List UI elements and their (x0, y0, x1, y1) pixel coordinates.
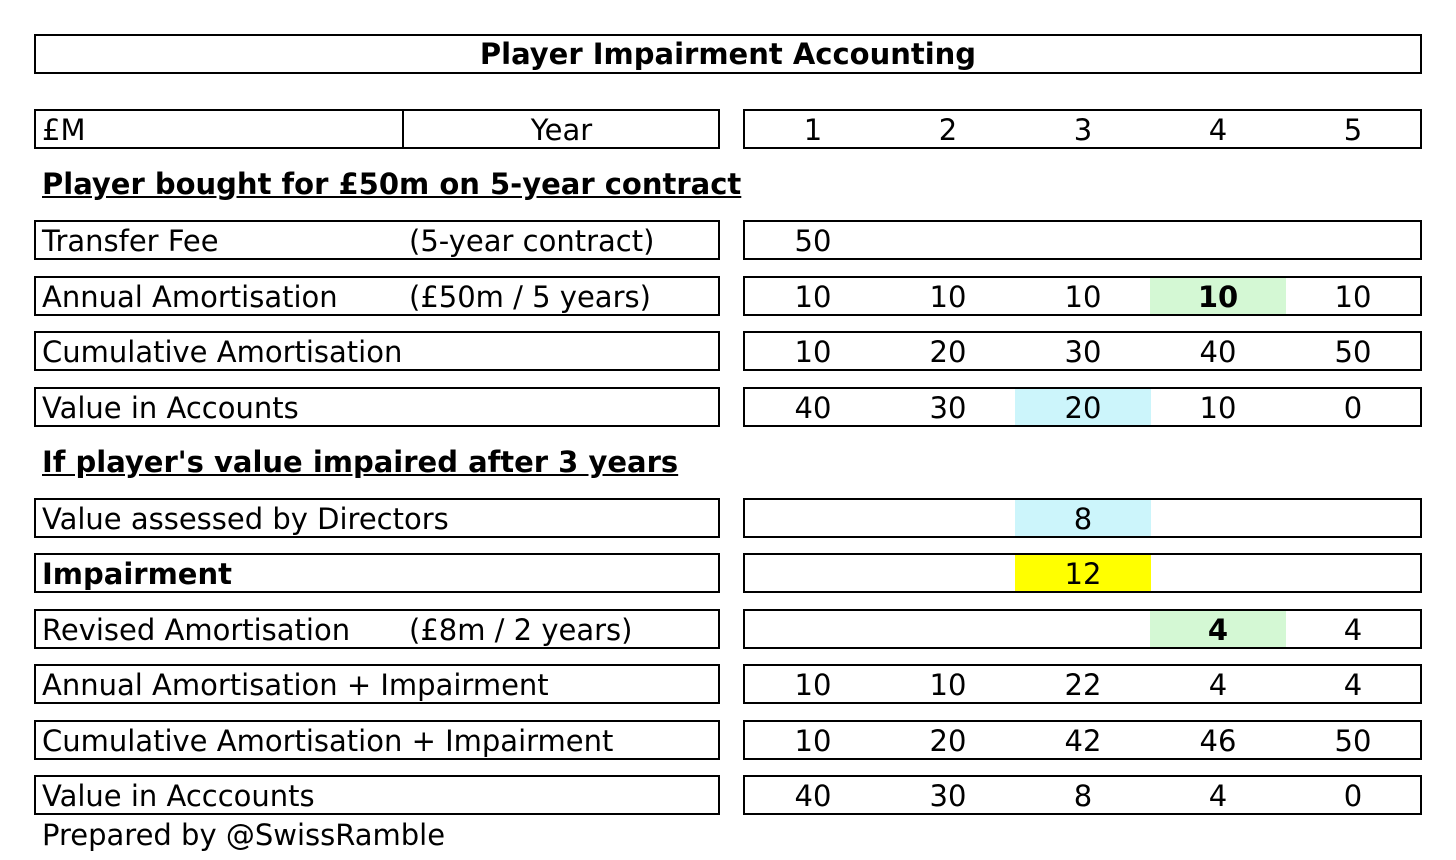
row-note: (5-year contract) (409, 224, 655, 258)
table-row-label-box: Annual Amortisation + Impairment (34, 664, 720, 704)
value-cell (880, 611, 1016, 647)
value-cell: 12 (1015, 555, 1151, 591)
value-cell: 42 (1064, 724, 1102, 758)
year-header-cell: 5 (1343, 113, 1363, 147)
value-cell (745, 611, 881, 647)
value-cell: 10 (794, 280, 832, 314)
table-title-box: Player Impairment Accounting (34, 34, 1422, 74)
value-cell: 10 (929, 668, 967, 702)
table-row-label-box: Value in Acccounts (34, 775, 720, 815)
table-row-label-box: Annual Amortisation (£50m / 5 years) (34, 276, 720, 316)
year-header-cell: 4 (1208, 113, 1228, 147)
value-cell (1150, 555, 1286, 591)
value-cell (880, 222, 1016, 258)
value-cell: 4 (1343, 668, 1363, 702)
value-cell: 8 (1015, 500, 1151, 536)
value-cell: 22 (1064, 668, 1102, 702)
row-label: Value in Accounts (42, 391, 299, 425)
value-cell (1150, 222, 1286, 258)
header-divider (402, 111, 404, 147)
row-label: Transfer Fee (42, 224, 219, 258)
row-label: Revised Amortisation (42, 613, 351, 647)
value-cell: 8 (1073, 779, 1093, 813)
year-label: Year (530, 113, 593, 147)
table-row-label-box: Impairment (34, 553, 720, 593)
value-cell (1015, 222, 1151, 258)
table-row-values-box: 50 (743, 220, 1422, 260)
value-cell: 0 (1343, 391, 1363, 425)
value-cell: 10 (1334, 280, 1372, 314)
value-cell: 20 (929, 335, 967, 369)
row-note: (£8m / 2 years) (409, 613, 633, 647)
value-cell (1285, 555, 1421, 591)
value-cell: 4 (1208, 779, 1228, 813)
table-row-values-box: 40 30 8 4 0 (743, 775, 1422, 815)
row-label: Value in Acccounts (42, 779, 315, 813)
table-row-label-box: Value assessed by Directors (34, 498, 720, 538)
value-cell: 20 (1015, 389, 1151, 425)
row-label: Cumulative Amortisation + Impairment (42, 724, 614, 758)
row-label: Annual Amortisation (42, 280, 338, 314)
value-cell: 10 (1199, 391, 1237, 425)
value-cell: 30 (1064, 335, 1102, 369)
prepared-by-credit: Prepared by @SwissRamble (42, 818, 446, 852)
row-label: Value assessed by Directors (42, 502, 449, 536)
table-row-label-box: Value in Accounts (34, 387, 720, 427)
table-row-values-box: 40 30 20 10 0 (743, 387, 1422, 427)
value-cell (1150, 500, 1286, 536)
value-cell: 40 (794, 779, 832, 813)
year-header-cell: 1 (803, 113, 823, 147)
table-row-label-box: Revised Amortisation (£8m / 2 years) (34, 609, 720, 649)
table-row-values-box: 10 20 30 40 50 (743, 331, 1422, 371)
table-row-values-box: 8 (743, 498, 1422, 538)
value-cell: 10 (1150, 278, 1286, 314)
value-cell: 10 (794, 335, 832, 369)
table-row-values-box: 10 10 10 10 10 (743, 276, 1422, 316)
value-cell (880, 555, 1016, 591)
value-cell: 4 (1343, 613, 1363, 647)
table-row-label-box: Cumulative Amortisation + Impairment (34, 720, 720, 760)
value-cell: 10 (1064, 280, 1102, 314)
value-cell: 50 (1334, 335, 1372, 369)
value-cell (745, 555, 881, 591)
table-row-label-box: Cumulative Amortisation (34, 331, 720, 371)
row-label: Cumulative Amortisation (42, 335, 403, 369)
value-cell: 40 (794, 391, 832, 425)
year-header-cell: 3 (1073, 113, 1093, 147)
year-header-box: 1 2 3 4 5 (743, 109, 1422, 149)
table-title: Player Impairment Accounting (479, 37, 977, 71)
value-cell: 0 (1343, 779, 1363, 813)
table-row-values-box: 10 10 22 4 4 (743, 664, 1422, 704)
section-heading: If player's value impaired after 3 years (42, 445, 679, 479)
value-cell: 20 (929, 724, 967, 758)
row-label: Impairment (42, 557, 232, 591)
row-label: Annual Amortisation + Impairment (42, 668, 549, 702)
value-cell: 30 (929, 391, 967, 425)
table-row-values-box: 10 20 42 46 50 (743, 720, 1422, 760)
row-note: (£50m / 5 years) (409, 280, 651, 314)
value-cell: 30 (929, 779, 967, 813)
value-cell: 50 (794, 224, 832, 258)
unit-label: £M (42, 113, 86, 147)
value-cell: 4 (1150, 611, 1286, 647)
value-cell: 10 (794, 724, 832, 758)
value-cell: 50 (1334, 724, 1372, 758)
table-row-values-box: 12 (743, 553, 1422, 593)
value-cell: 10 (794, 668, 832, 702)
year-header-cell: 2 (938, 113, 958, 147)
value-cell: 10 (929, 280, 967, 314)
value-cell: 40 (1199, 335, 1237, 369)
value-cell (745, 500, 881, 536)
header-label-box: £M Year (34, 109, 720, 149)
value-cell (880, 500, 1016, 536)
value-cell (1015, 611, 1151, 647)
value-cell (1285, 222, 1421, 258)
value-cell (1285, 500, 1421, 536)
table-row-label-box: Transfer Fee (5-year contract) (34, 220, 720, 260)
value-cell: 46 (1199, 724, 1237, 758)
value-cell: 4 (1208, 668, 1228, 702)
section-heading: Player bought for £50m on 5-year contrac… (42, 167, 742, 201)
